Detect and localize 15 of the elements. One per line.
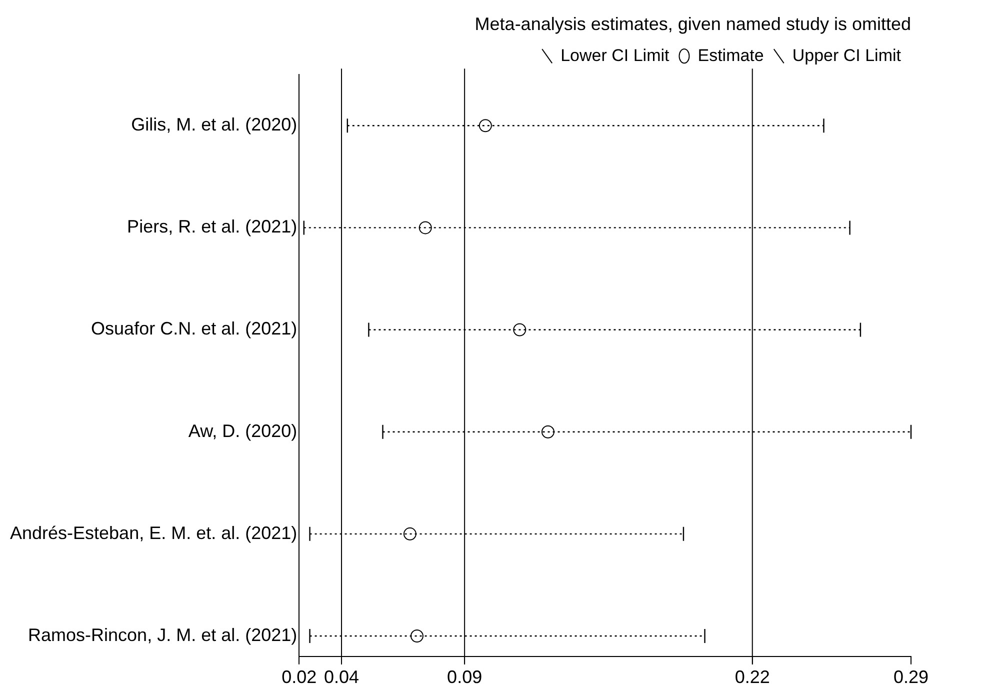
y-tick-label: Piers, R. et al. (2021) [127, 216, 298, 237]
y-tick-label: Osuafor C.N. et al. (2021) [91, 318, 298, 339]
x-tick-label: 0.22 [734, 667, 770, 688]
x-tick-label: 0.29 [893, 667, 929, 688]
text: Upper CI Limit [792, 46, 902, 65]
x-tick-label: 0.02 [282, 667, 317, 688]
chart-title: Meta-analysis estimates, given named study is omitted [474, 14, 911, 34]
y-tick-label: Gilis, M. et al. (2020) [131, 114, 298, 135]
y-tick-label: Aw, D. (2020) [188, 420, 298, 441]
y-tick-label: Andrés-Esteban, E. M. et. al. (2021) [10, 522, 298, 543]
text: Lower CI Limit [560, 46, 670, 65]
y-tick-label: Ramos-Rincon, J. M. et al. (2021) [28, 624, 298, 645]
x-tick-label: 0.09 [447, 667, 482, 688]
x-tick-label: 0.04 [324, 667, 360, 688]
legend-label: Estimate [698, 46, 764, 65]
